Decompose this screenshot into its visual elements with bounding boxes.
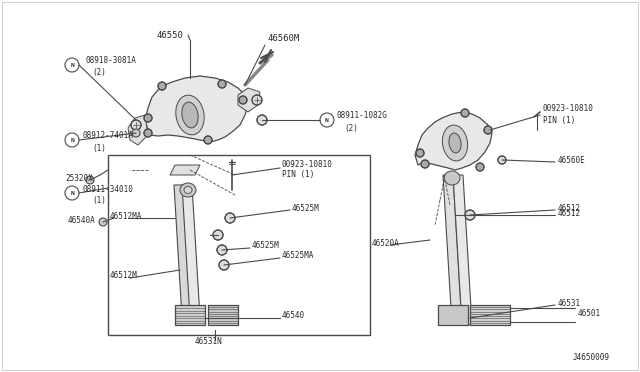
- Text: PIN (1): PIN (1): [543, 115, 575, 125]
- Text: (2): (2): [92, 67, 106, 77]
- Circle shape: [131, 120, 141, 130]
- Polygon shape: [470, 305, 510, 325]
- Circle shape: [465, 210, 475, 220]
- Circle shape: [257, 115, 267, 125]
- Polygon shape: [174, 185, 192, 318]
- Text: N: N: [70, 62, 74, 67]
- Text: N: N: [70, 190, 74, 196]
- Circle shape: [132, 129, 140, 137]
- Bar: [108, 155, 370, 335]
- Circle shape: [65, 186, 79, 200]
- Polygon shape: [170, 165, 200, 175]
- Text: 46540A: 46540A: [68, 215, 96, 224]
- Circle shape: [252, 95, 262, 105]
- Circle shape: [65, 58, 79, 72]
- Circle shape: [320, 113, 334, 127]
- Text: PIN (1): PIN (1): [282, 170, 314, 179]
- Polygon shape: [453, 175, 472, 325]
- Text: N: N: [70, 138, 74, 142]
- Text: (1): (1): [92, 144, 106, 153]
- Ellipse shape: [449, 133, 461, 153]
- Text: 46512: 46512: [558, 203, 581, 212]
- Polygon shape: [128, 115, 148, 145]
- Circle shape: [204, 136, 212, 144]
- Text: 46550: 46550: [157, 31, 184, 39]
- Polygon shape: [208, 305, 238, 325]
- Circle shape: [144, 129, 152, 137]
- Text: 46531: 46531: [558, 298, 581, 308]
- Text: 00923-10810: 00923-10810: [282, 160, 333, 169]
- Circle shape: [461, 109, 469, 117]
- Text: 08911-1082G: 08911-1082G: [337, 110, 388, 119]
- Polygon shape: [145, 76, 248, 142]
- Circle shape: [86, 176, 94, 184]
- Polygon shape: [415, 112, 492, 170]
- Polygon shape: [175, 305, 205, 325]
- Text: N: N: [325, 118, 329, 122]
- Ellipse shape: [184, 186, 192, 193]
- Circle shape: [219, 260, 229, 270]
- Circle shape: [217, 245, 227, 255]
- Ellipse shape: [442, 125, 468, 161]
- Text: (1): (1): [92, 196, 106, 205]
- Text: 46560E: 46560E: [558, 155, 586, 164]
- Circle shape: [484, 126, 492, 134]
- Circle shape: [498, 156, 506, 164]
- Circle shape: [158, 82, 166, 90]
- Text: 46525M: 46525M: [252, 241, 280, 250]
- Text: 46512MA: 46512MA: [110, 212, 142, 221]
- Circle shape: [218, 80, 226, 88]
- Text: 46560M: 46560M: [268, 33, 300, 42]
- Circle shape: [99, 218, 107, 226]
- Text: 46525M: 46525M: [292, 203, 320, 212]
- Polygon shape: [238, 88, 260, 112]
- Text: 46531N: 46531N: [195, 337, 223, 346]
- Text: 46525MA: 46525MA: [282, 251, 314, 260]
- Text: 08912-7401A: 08912-7401A: [82, 131, 133, 140]
- Circle shape: [213, 230, 223, 240]
- Circle shape: [225, 213, 235, 223]
- Text: 46512: 46512: [558, 208, 581, 218]
- Text: 08911-34010: 08911-34010: [82, 185, 133, 193]
- Circle shape: [421, 160, 429, 168]
- Polygon shape: [182, 185, 200, 318]
- Text: 46520A: 46520A: [372, 238, 400, 247]
- Text: (2): (2): [344, 124, 358, 132]
- Circle shape: [144, 114, 152, 122]
- Circle shape: [65, 133, 79, 147]
- Text: 46540: 46540: [282, 311, 305, 321]
- Polygon shape: [438, 305, 468, 325]
- Circle shape: [476, 163, 484, 171]
- Text: 00923-10810: 00923-10810: [543, 103, 594, 112]
- Ellipse shape: [176, 95, 204, 135]
- Ellipse shape: [182, 102, 198, 128]
- Ellipse shape: [180, 183, 196, 197]
- Text: 25320X: 25320X: [65, 173, 93, 183]
- Ellipse shape: [444, 171, 460, 185]
- Text: 46512M: 46512M: [110, 272, 138, 280]
- Text: 08918-3081A: 08918-3081A: [85, 55, 136, 64]
- Circle shape: [239, 96, 247, 104]
- Polygon shape: [443, 175, 462, 325]
- Circle shape: [416, 149, 424, 157]
- Text: J4650009: J4650009: [573, 353, 610, 362]
- Text: 46501: 46501: [578, 308, 601, 317]
